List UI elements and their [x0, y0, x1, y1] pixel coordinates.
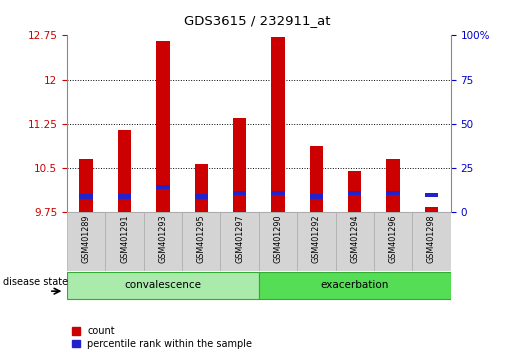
Bar	[374, 212, 413, 271]
Bar	[310, 146, 323, 212]
Bar	[336, 212, 374, 271]
Bar	[425, 193, 438, 197]
Bar	[67, 272, 259, 299]
Bar	[195, 194, 208, 199]
Text: GSM401298: GSM401298	[427, 214, 436, 263]
Text: GSM401291: GSM401291	[120, 214, 129, 263]
Bar	[425, 206, 438, 212]
Bar	[271, 37, 285, 212]
Bar	[259, 272, 451, 299]
Text: GSM401296: GSM401296	[389, 214, 398, 263]
Text: GSM401297: GSM401297	[235, 214, 244, 263]
Bar	[182, 212, 220, 271]
Text: GSM401295: GSM401295	[197, 214, 205, 263]
Bar	[195, 164, 208, 212]
Bar	[79, 194, 93, 199]
Text: disease state: disease state	[3, 277, 67, 287]
Bar	[67, 212, 105, 271]
Legend: count, percentile rank within the sample: count, percentile rank within the sample	[72, 326, 252, 349]
Text: GSM401292: GSM401292	[312, 214, 321, 263]
Text: GSM401290: GSM401290	[273, 214, 282, 263]
Bar	[259, 212, 297, 271]
Bar	[79, 159, 93, 212]
Text: GSM401289: GSM401289	[82, 214, 91, 263]
Bar	[271, 191, 285, 195]
Bar	[310, 194, 323, 199]
Bar	[220, 212, 259, 271]
Bar	[386, 191, 400, 195]
Text: exacerbation: exacerbation	[320, 280, 389, 290]
Bar	[118, 130, 131, 212]
Text: GSM401294: GSM401294	[350, 214, 359, 263]
Bar	[106, 212, 144, 271]
Bar	[144, 212, 182, 271]
Bar	[118, 194, 131, 199]
Bar	[233, 191, 246, 195]
Text: convalescence: convalescence	[124, 280, 201, 290]
Bar	[297, 212, 336, 271]
Bar	[156, 185, 169, 189]
Bar	[348, 171, 362, 212]
Bar	[156, 41, 169, 212]
Text: GSM401293: GSM401293	[159, 214, 167, 263]
Bar	[412, 212, 451, 271]
Text: GDS3615 / 232911_at: GDS3615 / 232911_at	[184, 14, 331, 27]
Bar	[386, 159, 400, 212]
Bar	[233, 118, 246, 212]
Bar	[348, 191, 362, 195]
